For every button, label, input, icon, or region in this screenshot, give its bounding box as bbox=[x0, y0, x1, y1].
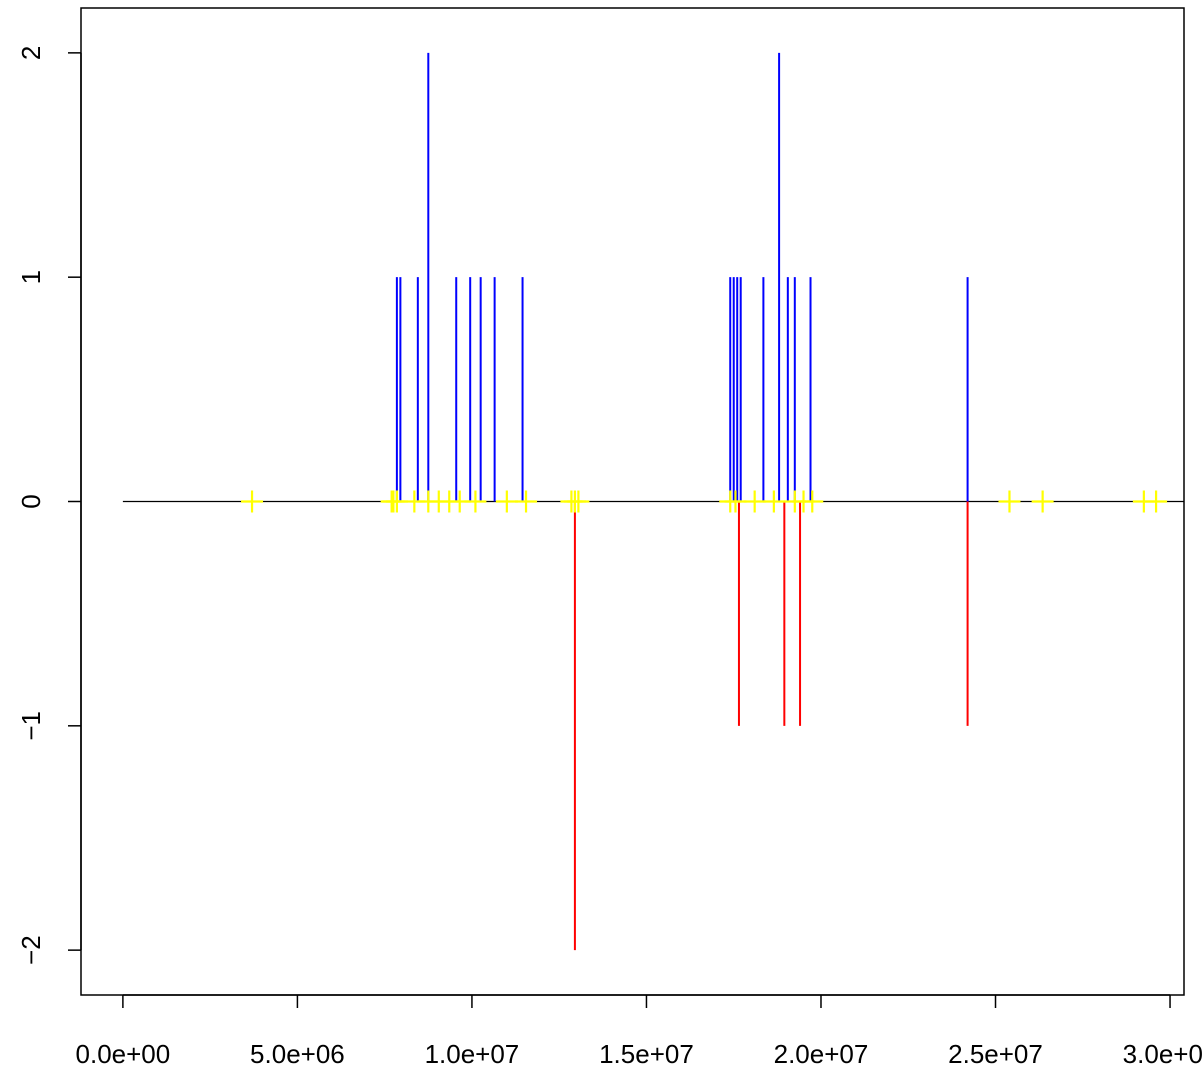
x-tick-label: 2.0e+07 bbox=[774, 1039, 869, 1069]
plus-marker-10 bbox=[495, 490, 518, 513]
plus-marker-22 bbox=[998, 490, 1021, 513]
x-tick-label: 1.0e+07 bbox=[425, 1039, 520, 1069]
y-tick-label: 0 bbox=[16, 494, 46, 508]
y-tick-label: 1 bbox=[16, 270, 46, 284]
plus-marker-16 bbox=[724, 490, 747, 513]
plus-marker-17 bbox=[743, 490, 766, 513]
y-axis: −2 −1 0 1 2 bbox=[16, 46, 82, 965]
chart-marks bbox=[122, 52, 1184, 951]
y-tick-label: 2 bbox=[16, 46, 46, 60]
x-tick-label: 0.0e+00 bbox=[76, 1039, 171, 1069]
plus-marker-21 bbox=[801, 490, 824, 513]
x-tick-label: 5.0e+06 bbox=[250, 1039, 345, 1069]
x-axis: 0.0e+00 5.0e+06 1.0e+07 1.5e+07 2.0e+07 2.5e+… bbox=[76, 994, 1203, 1069]
y-tick-label: −1 bbox=[16, 711, 46, 741]
x-tick-label: 2.5e+07 bbox=[948, 1039, 1043, 1069]
plus-marker-25 bbox=[1145, 490, 1168, 513]
x-tick-label: 1.5e+07 bbox=[599, 1039, 694, 1069]
x-tick-label: 3.0e+07 bbox=[1123, 1039, 1203, 1069]
y-tick-label: −2 bbox=[16, 935, 46, 965]
plus-marker-18 bbox=[762, 490, 785, 513]
plus-marker-0 bbox=[241, 490, 264, 513]
plus-marker-11 bbox=[515, 490, 538, 513]
plus-marker-9 bbox=[464, 490, 487, 513]
plus-marker-14 bbox=[567, 490, 590, 513]
plus-marker-23 bbox=[1031, 490, 1054, 513]
